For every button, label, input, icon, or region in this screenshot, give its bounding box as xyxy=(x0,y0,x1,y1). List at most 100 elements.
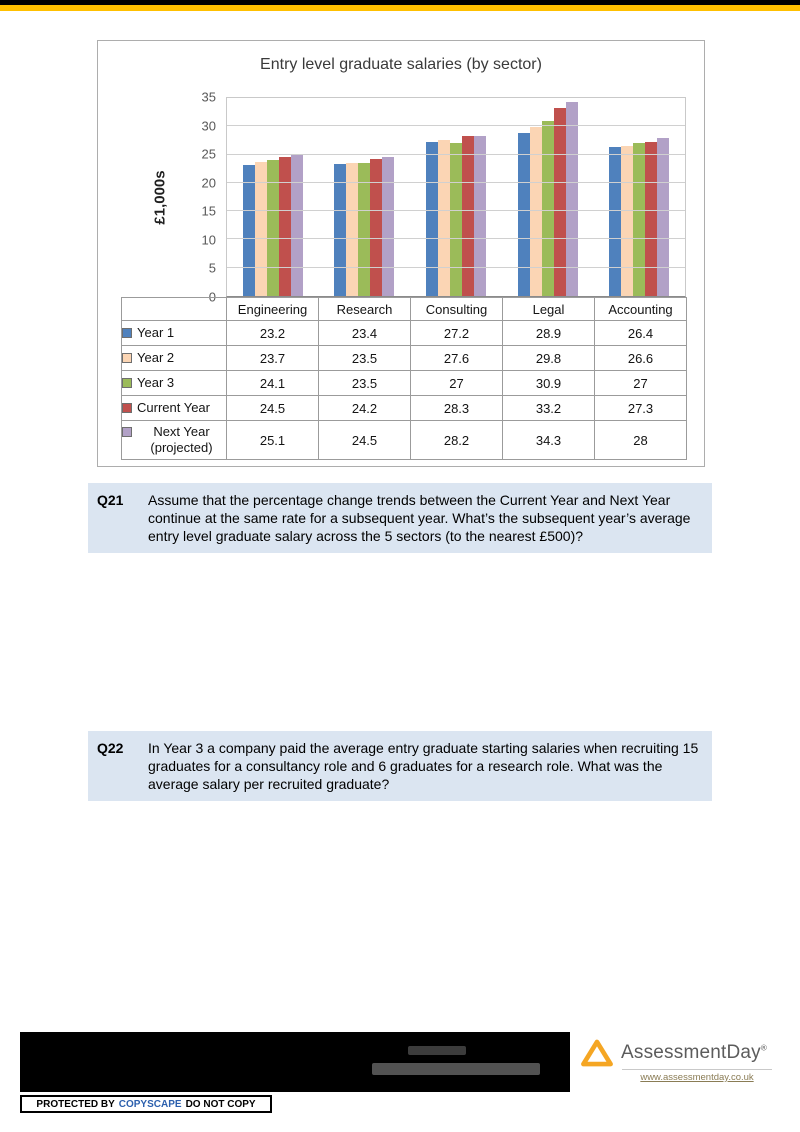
bar xyxy=(334,163,347,296)
y-tick-label: 20 xyxy=(201,175,216,191)
copyscape-prefix: PROTECTED BY xyxy=(36,1098,115,1110)
table-value-cell: 28.2 xyxy=(410,420,503,460)
table-value-cell: 26.6 xyxy=(594,345,687,371)
chart-data-table: Engineering Research Consulting Legal Accoun… xyxy=(121,297,687,460)
table-header-cell: Engineering xyxy=(226,297,319,321)
bar-group-research xyxy=(319,98,411,296)
table-row: Year 3 24.1 23.5 27 30.9 27 xyxy=(121,370,687,396)
y-tick-label: 15 xyxy=(201,203,216,219)
footer-faint-text-line-2 xyxy=(372,1063,540,1075)
y-axis-title: £1,000s xyxy=(151,169,169,225)
bar xyxy=(278,157,291,296)
bar xyxy=(553,108,566,296)
legend-cell: Year 3 xyxy=(121,370,227,396)
footer-bar: AssessmentDay® www.assessmentday.co.uk xyxy=(20,1032,780,1092)
gridline xyxy=(227,181,685,183)
copyscape-brand: COPYSCAPE xyxy=(118,1098,182,1110)
table-value-cell: 25.1 xyxy=(226,420,319,460)
bar xyxy=(473,136,486,296)
gridline xyxy=(227,266,685,268)
brand-logo-box: AssessmentDay® www.assessmentday.co.uk xyxy=(570,1032,780,1092)
y-tick-label: 25 xyxy=(201,146,216,162)
table-value-cell: 23.2 xyxy=(226,320,319,346)
bar xyxy=(609,146,622,296)
question-text: Assume that the percentage change trends… xyxy=(148,492,691,544)
question-id: Q22 xyxy=(97,740,124,756)
legend-label: Current Year xyxy=(137,400,210,415)
bar xyxy=(449,143,462,296)
table-value-cell: 26.4 xyxy=(594,320,687,346)
footer-faint-text-line-1 xyxy=(408,1046,466,1055)
table-body: Year 1 23.2 23.4 27.2 28.9 26.4 Year 2 23.7 23.5… xyxy=(121,320,687,460)
bar xyxy=(382,157,395,296)
chart-card: Entry level graduate salaries (by sector… xyxy=(97,40,705,467)
bar xyxy=(621,145,634,296)
bars-layer xyxy=(227,98,685,296)
table-row: Next Year (projected) 25.1 24.5 28.2 34.3 28 xyxy=(121,420,687,460)
table-row: Current Year 24.5 24.2 28.3 33.2 27.3 xyxy=(121,395,687,421)
y-tick-label: 35 xyxy=(201,89,216,105)
legend-label: Year 2 xyxy=(137,350,175,365)
gridline xyxy=(227,153,685,155)
table-value-cell: 23.5 xyxy=(318,345,411,371)
legend-swatch xyxy=(122,403,132,413)
legend-cell: Year 1 xyxy=(121,320,227,346)
table-value-cell: 27 xyxy=(410,370,503,396)
bar xyxy=(425,142,438,296)
bar xyxy=(657,137,670,296)
y-tick-label: 30 xyxy=(201,118,216,134)
bar xyxy=(346,163,359,296)
assessmentday-triangle-icon xyxy=(581,1039,613,1067)
legend-swatch xyxy=(122,328,132,338)
gridline xyxy=(227,238,685,240)
bar xyxy=(254,161,267,296)
bar xyxy=(529,127,542,296)
table-value-cell: 28 xyxy=(594,420,687,460)
table-value-cell: 24.5 xyxy=(318,420,411,460)
top-black-stripe xyxy=(0,0,800,5)
bar xyxy=(437,139,450,296)
legend-cell: Year 2 xyxy=(121,345,227,371)
question-block-q22: Q22 In Year 3 a company paid the average… xyxy=(88,731,712,801)
table-value-cell: 24.2 xyxy=(318,395,411,421)
table-value-cell: 28.3 xyxy=(410,395,503,421)
bar xyxy=(541,121,554,296)
bar xyxy=(565,101,578,296)
table-value-cell: 24.1 xyxy=(226,370,319,396)
table-value-cell: 33.2 xyxy=(502,395,595,421)
bar-group-accounting xyxy=(593,98,685,296)
table-value-cell: 29.8 xyxy=(502,345,595,371)
table-header-row: Engineering Research Consulting Legal Accoun… xyxy=(121,297,687,321)
table-header-cell: Research xyxy=(318,297,411,321)
bar-group-engineering xyxy=(227,98,319,296)
copyscape-suffix: DO NOT COPY xyxy=(185,1098,256,1110)
registered-mark: ® xyxy=(760,1043,767,1053)
legend-cell: Next Year (projected) xyxy=(121,420,227,460)
table-value-cell: 28.9 xyxy=(502,320,595,346)
plot-area xyxy=(226,97,686,297)
brand-url-link[interactable]: www.assessmentday.co.uk xyxy=(622,1069,772,1083)
bar-group-legal xyxy=(502,98,594,296)
bar xyxy=(517,132,530,296)
legend-swatch xyxy=(122,378,132,388)
table-row: Year 2 23.7 23.5 27.6 29.8 26.6 xyxy=(121,345,687,371)
table-value-cell: 27 xyxy=(594,370,687,396)
table-header-cell: Legal xyxy=(502,297,595,321)
brand-logo-row: AssessmentDay® xyxy=(580,1038,772,1068)
table-value-cell: 30.9 xyxy=(502,370,595,396)
table-header-cell: Consulting xyxy=(410,297,503,321)
table-value-cell: 23.7 xyxy=(226,345,319,371)
bar xyxy=(633,143,646,296)
table-value-cell: 27.3 xyxy=(594,395,687,421)
y-tick-label: 5 xyxy=(208,260,216,276)
table-value-cell: 24.5 xyxy=(226,395,319,421)
table-value-cell: 23.5 xyxy=(318,370,411,396)
brand-name: AssessmentDay® xyxy=(621,1042,767,1063)
y-tick-label: 10 xyxy=(201,232,216,248)
legend-swatch xyxy=(122,353,132,363)
question-id: Q21 xyxy=(97,492,124,508)
bar xyxy=(266,159,279,296)
legend-swatch xyxy=(122,427,132,437)
legend-cell: Current Year xyxy=(121,395,227,421)
